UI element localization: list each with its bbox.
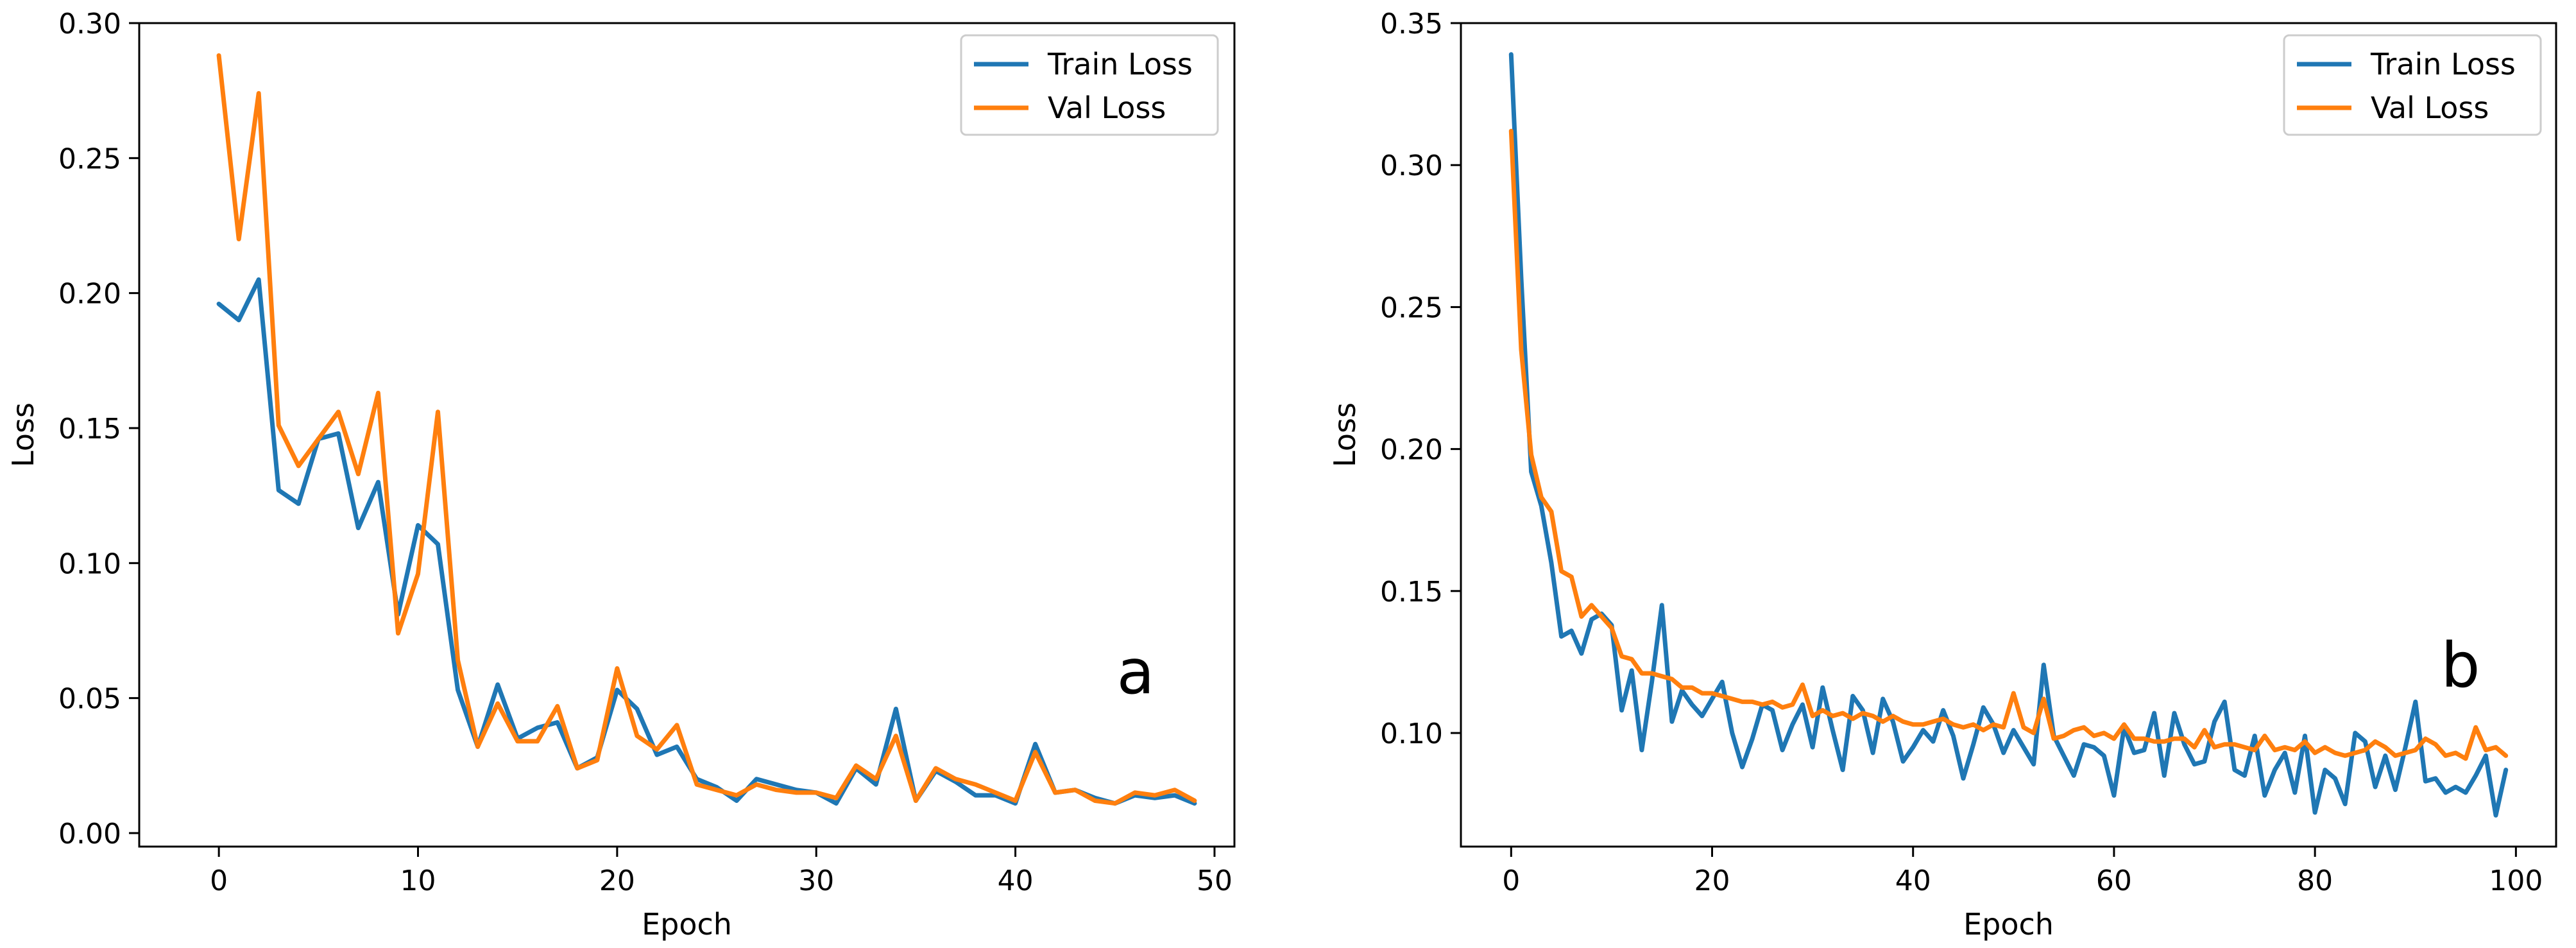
x-axis-label: Epoch bbox=[1963, 907, 2054, 942]
y-tick-label: 0.15 bbox=[58, 413, 121, 445]
y-tick-label: 0.25 bbox=[58, 142, 121, 175]
y-tick-label: 0.35 bbox=[1380, 8, 1443, 40]
x-tick-label: 20 bbox=[1694, 865, 1730, 897]
x-tick-label: 30 bbox=[798, 865, 834, 897]
x-tick-label: 20 bbox=[599, 865, 635, 897]
x-tick-label: 60 bbox=[2096, 865, 2132, 897]
y-tick-label: 0.10 bbox=[58, 547, 121, 580]
y-axis-label: Loss bbox=[6, 402, 40, 467]
chart-panel-b: 0 20 40 60 80 100 0.10 0.15 0.20 0.25 0.30 0.35 Epoc… bbox=[1327, 8, 2557, 942]
series-line-val-loss bbox=[1508, 128, 2509, 761]
x-tick-label: 80 bbox=[2297, 865, 2333, 897]
y-tick-label: 0.30 bbox=[58, 8, 121, 40]
x-tick-label: 40 bbox=[998, 865, 1034, 897]
legend-entry: Val Loss bbox=[2371, 90, 2489, 125]
x-tick-label: 50 bbox=[1197, 865, 1233, 897]
x-tick-label: 10 bbox=[400, 865, 436, 897]
y-tick-label: 0.20 bbox=[1380, 434, 1443, 467]
y-tick-label: 0.25 bbox=[1380, 291, 1443, 324]
y-tick-label: 0.15 bbox=[1380, 576, 1443, 608]
legend: Train Loss Val Loss bbox=[2283, 34, 2542, 136]
y-tick-label: 0.00 bbox=[58, 818, 121, 850]
y-tick-label: 0.10 bbox=[1380, 718, 1443, 750]
y-tick-label: 0.20 bbox=[58, 278, 121, 311]
legend: Train Loss Val Loss bbox=[960, 34, 1219, 136]
y-axis-label: Loss bbox=[1327, 402, 1362, 467]
legend-entry: Train Loss bbox=[1047, 47, 1193, 82]
series-line-val-loss bbox=[216, 53, 1197, 806]
chart-panel-a: 0 10 20 30 40 50 0.00 0.05 0.10 0.15 0.20 0.25 0.30 E… bbox=[6, 8, 1236, 942]
x-axis-label: Epoch bbox=[642, 907, 732, 942]
series-line-train-loss bbox=[1508, 52, 2509, 818]
x-tick-label: 100 bbox=[2489, 865, 2543, 897]
y-tick-label: 0.30 bbox=[1380, 150, 1443, 182]
panel-label: b bbox=[2441, 630, 2480, 702]
series-line-train-loss bbox=[216, 277, 1197, 806]
legend-entry: Train Loss bbox=[2370, 47, 2516, 82]
x-tick-label: 0 bbox=[1502, 865, 1520, 897]
axes-frame bbox=[1460, 22, 2557, 848]
y-tick-label: 0.05 bbox=[58, 683, 121, 716]
x-tick-label: 40 bbox=[1895, 865, 1931, 897]
axes-frame bbox=[138, 22, 1236, 848]
legend-entry: Val Loss bbox=[1048, 90, 1166, 125]
x-tick-label: 0 bbox=[210, 865, 228, 897]
panel-label: a bbox=[1117, 636, 1155, 708]
